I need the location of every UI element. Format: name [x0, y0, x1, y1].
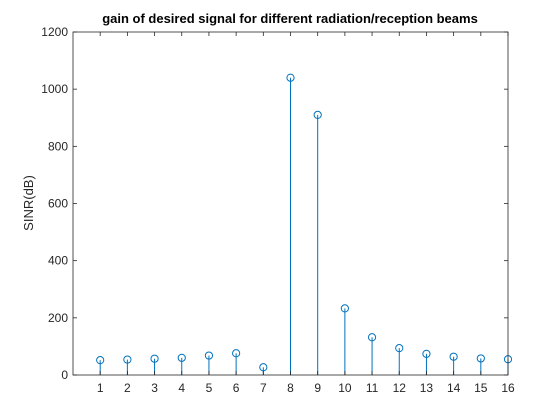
y-tick-label: 800	[48, 139, 68, 153]
stem-marker	[259, 363, 268, 372]
x-tick-label: 16	[501, 381, 515, 395]
x-tick-label: 10	[338, 381, 352, 395]
x-tick-label: 6	[233, 381, 240, 395]
stem-marker	[422, 349, 431, 358]
y-tick-label: 1000	[41, 82, 68, 96]
y-axis-label: SINR(dB)	[21, 175, 36, 231]
stem-marker	[395, 344, 404, 353]
stem-marker	[123, 355, 132, 364]
x-tick-label: 15	[474, 381, 488, 395]
stem-marker	[177, 353, 186, 362]
x-tick-label: 8	[287, 381, 294, 395]
x-tick-label: 9	[314, 381, 321, 395]
x-tick-label: 2	[124, 381, 131, 395]
y-tick-label: 200	[48, 311, 68, 325]
y-tick-label: 1200	[41, 25, 68, 39]
x-tick-label: 14	[447, 381, 461, 395]
stem-marker	[449, 352, 458, 361]
x-tick-label: 4	[178, 381, 185, 395]
y-tick-label: 0	[61, 368, 68, 382]
stem-marker	[313, 110, 322, 119]
stem-marker	[204, 351, 214, 360]
x-tick-label: 11	[366, 381, 379, 395]
x-tick-label: 13	[420, 381, 434, 395]
stem-marker	[286, 73, 295, 82]
x-tick-label: 1	[97, 381, 104, 395]
stem-marker	[150, 354, 159, 363]
stem-marker	[96, 356, 105, 365]
x-tick-label: 5	[206, 381, 213, 395]
y-tick-label: 600	[48, 197, 68, 211]
y-tick-label: 400	[48, 254, 68, 268]
x-tick-label: 12	[393, 381, 407, 395]
axes-layer: 1 2 3 4 5 6 7 8 9 10 11 12 13 14 15 1602004006008001000…	[41, 25, 515, 395]
x-tick-label: 7	[260, 381, 267, 395]
x-tick-label: 3	[151, 381, 158, 395]
stem-marker	[340, 304, 349, 313]
stem-marker	[367, 333, 377, 342]
stem-marker	[476, 354, 485, 363]
chart-title: gain of desired signal for different rad…	[102, 11, 478, 26]
stem-marker	[232, 349, 241, 358]
